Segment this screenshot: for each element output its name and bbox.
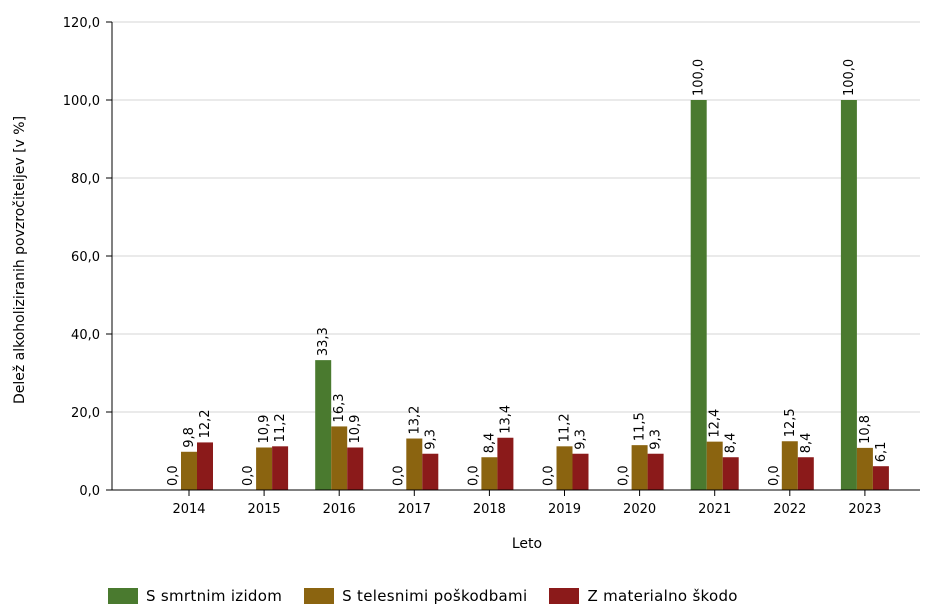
legend-swatch	[108, 588, 138, 604]
x-axis-ticks: 2014 2015 2016 2017 2018 2019 2020 2021 2022 2023	[172, 490, 881, 517]
data-label: 0,0	[767, 465, 782, 486]
data-label: 16,3	[332, 393, 347, 422]
y-tick-label: 40,0	[71, 328, 100, 343]
bar	[840, 100, 857, 490]
data-label: 0,0	[241, 465, 256, 486]
data-label: 9,3	[423, 429, 438, 450]
data-label: 6,1	[874, 442, 889, 463]
bar-chart: 0,09,8 12,20,010,9 11,233,316,310,90,013,2…	[12, 16, 920, 552]
bar	[197, 442, 213, 490]
data-label: 33,3	[316, 327, 331, 356]
data-label: 11,2	[273, 413, 288, 442]
bar	[406, 438, 423, 490]
x-tick-label: 2018	[473, 502, 506, 517]
x-axis-title: Leto	[512, 536, 542, 552]
data-label: 12,5	[783, 408, 798, 437]
data-label: 11,2	[558, 413, 573, 442]
x-tick-label: 2020	[623, 502, 656, 517]
data-label: 0,0	[166, 465, 181, 486]
data-label: 9,8	[182, 427, 197, 448]
bar	[706, 441, 723, 490]
legend: S smrtnim izidom S telesnimi poškodbami Z …	[108, 586, 760, 606]
data-label: 11,5	[633, 412, 648, 441]
data-label: 100,0	[692, 59, 707, 96]
bar	[481, 457, 498, 490]
legend-label: Z materialno škodo	[587, 587, 738, 605]
bar	[331, 426, 348, 490]
y-axis-ticks: 0,0 20,0 40,0 60,0 80,0 100,0 120,0	[63, 16, 112, 499]
legend-swatch	[304, 588, 335, 604]
x-tick-label: 2017	[398, 502, 431, 517]
data-label: 12,2	[198, 409, 213, 438]
bar	[422, 453, 439, 490]
y-tick-label: 120,0	[63, 16, 100, 31]
bar	[690, 100, 707, 490]
bar	[572, 453, 589, 490]
data-label: 13,2	[407, 406, 422, 435]
data-label: 10,9	[257, 415, 272, 444]
x-tick-label: 2015	[248, 502, 281, 517]
bar	[347, 447, 364, 490]
data-label: 10,8	[858, 415, 873, 444]
data-label: 0,0	[617, 465, 632, 486]
y-tick-label: 20,0	[71, 406, 100, 421]
x-tick-label: 2016	[323, 502, 356, 517]
data-labels: 0,09,8 12,20,010,9 11,233,316,310,90,013,2…	[166, 59, 889, 486]
data-label: 8,4	[482, 433, 497, 454]
bars	[181, 100, 889, 490]
x-tick-label: 2022	[773, 502, 806, 517]
bar	[872, 466, 889, 490]
bar	[181, 451, 197, 490]
data-label: 100,0	[842, 59, 857, 96]
bar	[647, 453, 664, 490]
legend-label: S telesnimi poškodbami	[342, 587, 528, 605]
y-tick-label: 0,0	[79, 484, 100, 499]
data-label: 13,4	[498, 405, 513, 434]
x-tick-label: 2014	[172, 502, 205, 517]
bar	[781, 441, 798, 490]
data-label: 9,3	[649, 429, 664, 450]
bar	[272, 446, 289, 490]
legend-label: S smrtnim izidom	[146, 587, 283, 605]
y-tick-label: 80,0	[71, 172, 100, 187]
data-label: 0,0	[391, 465, 406, 486]
x-tick-label: 2023	[848, 502, 881, 517]
legend-swatch	[549, 588, 580, 604]
bar	[497, 437, 514, 490]
data-label: 10,9	[348, 415, 363, 444]
bar	[631, 445, 648, 490]
y-tick-label: 60,0	[71, 250, 100, 265]
legend-item: S smrtnim izidom	[108, 587, 282, 605]
legend-item: S telesnimi poškodbami	[304, 587, 527, 605]
bar	[256, 447, 273, 490]
data-label: 12,4	[708, 409, 723, 438]
y-axis-title: Delež alkoholiziranih povzročiteljev [v …	[12, 116, 28, 404]
data-label: 0,0	[542, 465, 557, 486]
data-label: 9,3	[574, 429, 589, 450]
legend-item: Z materialno škodo	[549, 587, 737, 605]
data-label: 0,0	[466, 465, 481, 486]
x-tick-label: 2021	[698, 502, 731, 517]
bar	[556, 446, 573, 490]
grid-lines	[112, 21, 920, 413]
x-tick-label: 2019	[548, 502, 581, 517]
data-label: 8,4	[724, 433, 739, 454]
y-tick-label: 100,0	[63, 94, 100, 109]
bar	[797, 457, 814, 490]
bar	[722, 457, 739, 490]
bar	[315, 360, 332, 490]
bar	[856, 447, 873, 490]
data-label: 8,4	[799, 433, 814, 454]
